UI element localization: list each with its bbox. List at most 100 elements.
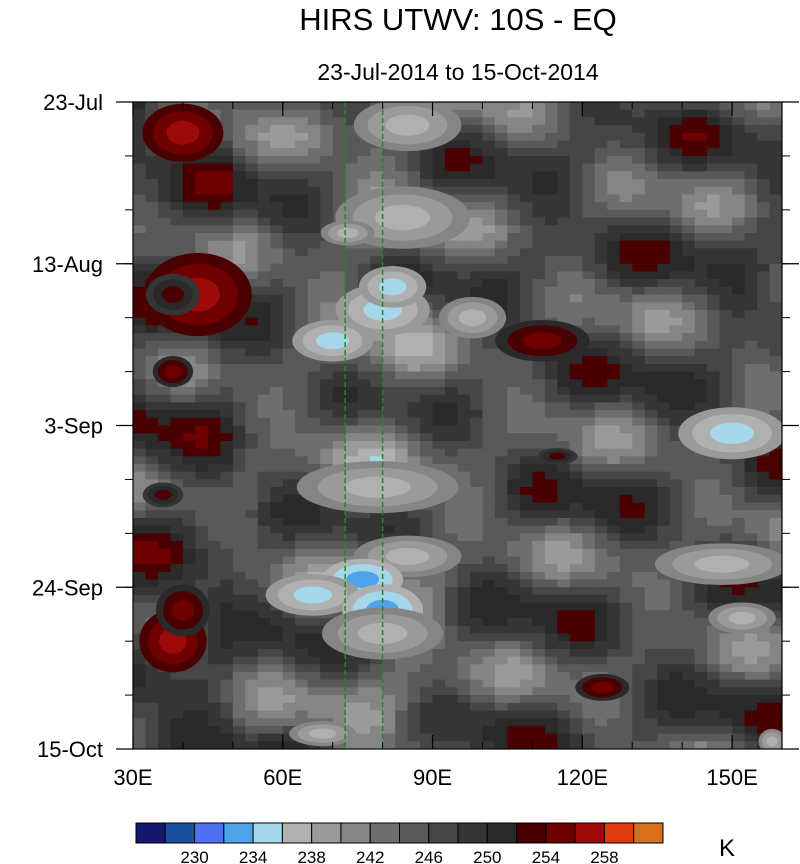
- contour-blob-core: [166, 120, 200, 145]
- contour-cell: [557, 425, 571, 434]
- contour-cell: [469, 556, 484, 565]
- contour-cell: [220, 687, 234, 696]
- contour-cell: [744, 379, 758, 388]
- contour-cell: [133, 479, 147, 488]
- contour-cell: [445, 433, 459, 442]
- contour-cell: [245, 702, 259, 712]
- contour-cell: [469, 571, 484, 581]
- contour-cell: [382, 733, 396, 742]
- contour-cell: [519, 286, 533, 296]
- contour-cell: [232, 371, 246, 380]
- contour-cell: [220, 733, 234, 742]
- contour-cell: [482, 140, 496, 149]
- contour-cell: [682, 379, 696, 388]
- contour-cell: [332, 510, 346, 519]
- contour-cell: [482, 564, 496, 573]
- contour-cell: [657, 479, 671, 488]
- contour-cell: [682, 155, 696, 165]
- contour-cell: [170, 564, 184, 573]
- contour-cell: [407, 702, 421, 712]
- contour-cell: [457, 371, 471, 380]
- contour-cell: [220, 448, 234, 457]
- contour-blob-core: [694, 555, 750, 573]
- contour-cell: [644, 286, 658, 296]
- contour-cell: [557, 302, 571, 311]
- contour-cell: [407, 371, 421, 380]
- contour-cell: [557, 525, 571, 534]
- contour-cell: [469, 448, 484, 457]
- contour-cell: [619, 317, 633, 326]
- contour-cell: [357, 371, 371, 380]
- contour-cell: [769, 479, 782, 488]
- contour-cell: [494, 263, 509, 273]
- contour-cell: [257, 579, 271, 588]
- contour-cell: [544, 533, 558, 542]
- contour-cell: [195, 733, 209, 742]
- contour-cell: [507, 402, 521, 411]
- contour-cell: [320, 248, 334, 257]
- contour-cell: [582, 664, 596, 673]
- contour-cell: [469, 371, 484, 380]
- contour-cell: [432, 263, 446, 273]
- contour-cell: [644, 217, 658, 226]
- contour-cell: [557, 394, 571, 403]
- contour-cell: [133, 594, 147, 604]
- contour-cell: [133, 533, 147, 542]
- contour-cell: [332, 186, 346, 196]
- contour-cell: [145, 256, 159, 265]
- contour-cell: [232, 510, 246, 519]
- contour-cell: [544, 309, 558, 319]
- contour-cell: [469, 464, 484, 473]
- contour-cell: [320, 179, 334, 188]
- contour-cell: [407, 256, 421, 265]
- contour-cell: [320, 656, 334, 665]
- contour-cell: [257, 202, 271, 211]
- contour-cell: [769, 448, 782, 457]
- contour-cell: [457, 132, 471, 142]
- contour-cell: [532, 256, 546, 265]
- contour-cell: [245, 656, 259, 665]
- contour-cell: [445, 379, 459, 388]
- contour-cell: [270, 325, 284, 334]
- contour-cell: [207, 525, 221, 534]
- contour-cell: [719, 502, 733, 511]
- contour-cell: [407, 394, 421, 403]
- contour-cell: [357, 456, 371, 465]
- contour-cell: [245, 741, 259, 749]
- contour-cell: [644, 155, 658, 165]
- contour-cell: [270, 248, 284, 257]
- contour-cell: [719, 587, 733, 596]
- contour-cell: [207, 541, 221, 550]
- contour-cell: [657, 510, 671, 519]
- contour-cell: [457, 232, 471, 242]
- contour-cell: [395, 433, 409, 442]
- contour-cell: [482, 102, 496, 111]
- contour-cell: [707, 648, 721, 658]
- contour-cell: [270, 209, 284, 219]
- contour-cell: [494, 379, 509, 388]
- contour-cell: [682, 333, 696, 342]
- contour-cell: [445, 695, 459, 704]
- contour-cell: [382, 695, 396, 704]
- contour-cell: [232, 109, 246, 118]
- contour-cell: [607, 325, 621, 334]
- contour-cell: [320, 202, 334, 211]
- contour-cell: [245, 302, 259, 311]
- contour-cell: [657, 641, 671, 650]
- contour-cell: [769, 317, 782, 326]
- contour-cell: [133, 571, 147, 581]
- contour-cell: [757, 687, 771, 696]
- contour-cell: [669, 102, 683, 111]
- contour-cell: [320, 379, 334, 388]
- contour-cell: [594, 325, 608, 334]
- contour-cell: [245, 109, 259, 118]
- contour-cell: [494, 209, 509, 219]
- contour-cell: [232, 333, 246, 342]
- contour-cell: [195, 456, 209, 465]
- contour-cell: [544, 702, 558, 712]
- contour-cell: [145, 456, 159, 465]
- contour-cell: [507, 610, 521, 619]
- contour-cell: [457, 379, 471, 388]
- contour-cell: [207, 510, 221, 519]
